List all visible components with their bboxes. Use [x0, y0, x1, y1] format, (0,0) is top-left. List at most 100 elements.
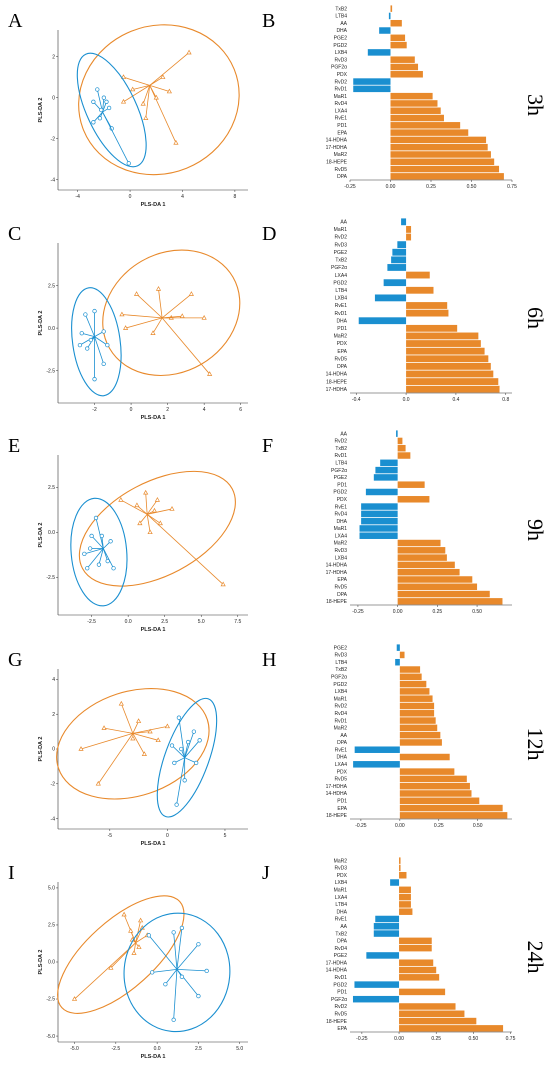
blue-point	[146, 933, 152, 938]
blue-point	[108, 539, 113, 544]
orange-spoke	[145, 492, 148, 515]
orange-spoke	[161, 293, 192, 319]
bar	[390, 143, 488, 151]
y-tick-label: -4	[51, 816, 56, 822]
bar	[390, 165, 500, 173]
category-label: PGD2	[333, 490, 347, 496]
category-label: RvD4	[334, 946, 347, 952]
bar	[379, 27, 391, 34]
orange-point	[151, 507, 158, 513]
bar	[397, 590, 490, 598]
bar	[380, 459, 398, 467]
bar	[390, 136, 487, 144]
category-label: TxB2	[335, 6, 347, 12]
orange-point	[108, 965, 114, 970]
category-label: RvD5	[334, 167, 347, 173]
category-label: TxB2	[335, 667, 347, 673]
orange-point	[137, 520, 143, 526]
blue-point	[95, 87, 100, 92]
blue-spoke	[102, 548, 109, 562]
x-axis-label: PLS-DA 1	[141, 1054, 166, 1060]
category-label: AA	[340, 733, 347, 739]
panel-letter: I	[8, 862, 15, 884]
category-label: MaR2	[334, 334, 348, 340]
blue-group	[123, 912, 231, 1033]
category-label: PGF2α	[331, 997, 347, 1003]
y-axis-label: PLS-DA 2	[38, 950, 44, 975]
bar	[373, 923, 400, 930]
category-label: LXA4	[335, 762, 347, 768]
panel-letter: H	[262, 649, 276, 671]
category-label: MaR1	[334, 696, 348, 702]
orange-spoke	[149, 52, 190, 86]
orange-point	[71, 996, 78, 1001]
blue-point	[196, 942, 201, 947]
orange-point	[220, 581, 226, 587]
row-24h: I J 24h -5.0 -2.5 0.0 2.5 5.0 5.0 2.5 0.0 -2.5 -5.0 P…	[8, 857, 548, 1060]
panel-letter: A	[8, 10, 23, 32]
orange-spoke	[152, 317, 163, 334]
blue-point	[82, 551, 87, 557]
orange-spoke	[120, 703, 134, 734]
bar	[397, 241, 407, 249]
bar	[361, 517, 398, 525]
bar	[359, 525, 398, 532]
orange-spoke	[123, 76, 150, 86]
blue-point	[182, 778, 187, 783]
y-tick-label: -2	[51, 781, 56, 787]
category-label: PD1	[337, 482, 347, 488]
x-tick-label: 5.0	[198, 619, 205, 625]
bar	[399, 739, 442, 746]
orange-point	[120, 98, 127, 104]
orange-spoke	[103, 727, 133, 734]
bar	[373, 474, 398, 481]
bar-x-tick-label: 0.25	[426, 184, 436, 190]
orange-confidence-ellipse	[57, 895, 185, 1014]
bar-x-tick-label: -0.4	[352, 397, 361, 403]
y-tick-label: 0.0	[48, 326, 55, 332]
bar-x-tick-label: 0.4	[452, 397, 459, 403]
category-label: TxB2	[335, 931, 347, 937]
orange-point	[140, 100, 146, 106]
bar	[397, 481, 425, 488]
category-label: MaR2	[334, 152, 348, 158]
category-label: 14-HDHA	[326, 968, 348, 974]
bar	[399, 1010, 465, 1018]
category-label: RvD4	[334, 101, 347, 107]
orange-group	[78, 24, 240, 176]
blue-spoke	[173, 932, 178, 970]
bar	[397, 444, 406, 452]
orange-point	[138, 917, 144, 923]
orange-spoke	[132, 725, 168, 734]
y-axis-label: PLS-DA 2	[38, 98, 44, 123]
bar	[406, 286, 434, 294]
x-tick-label: -5	[108, 833, 113, 839]
orange-point	[147, 728, 153, 734]
bar	[399, 680, 427, 688]
category-label: PGD2	[333, 43, 347, 49]
orange-spoke	[80, 732, 133, 750]
x-tick-label: 6	[239, 407, 242, 413]
panel-letter: G	[8, 649, 22, 671]
category-label: RvD3	[334, 242, 347, 248]
blue-spoke	[91, 535, 104, 549]
bar	[390, 71, 423, 78]
orange-spoke	[149, 85, 177, 143]
bar	[406, 347, 485, 355]
orange-confidence-ellipse	[56, 688, 210, 800]
orange-point	[153, 94, 159, 100]
bar	[390, 34, 406, 42]
bar	[399, 651, 405, 659]
bar	[361, 503, 398, 510]
blue-point	[88, 337, 94, 343]
category-label: RvD2	[334, 704, 347, 710]
y-tick-label: 2.5	[48, 283, 55, 289]
bar	[399, 782, 470, 790]
category-label: EPA	[337, 577, 347, 583]
bar	[399, 731, 441, 739]
blue-point	[105, 342, 110, 348]
blue-point	[99, 533, 104, 539]
bar	[354, 981, 400, 988]
